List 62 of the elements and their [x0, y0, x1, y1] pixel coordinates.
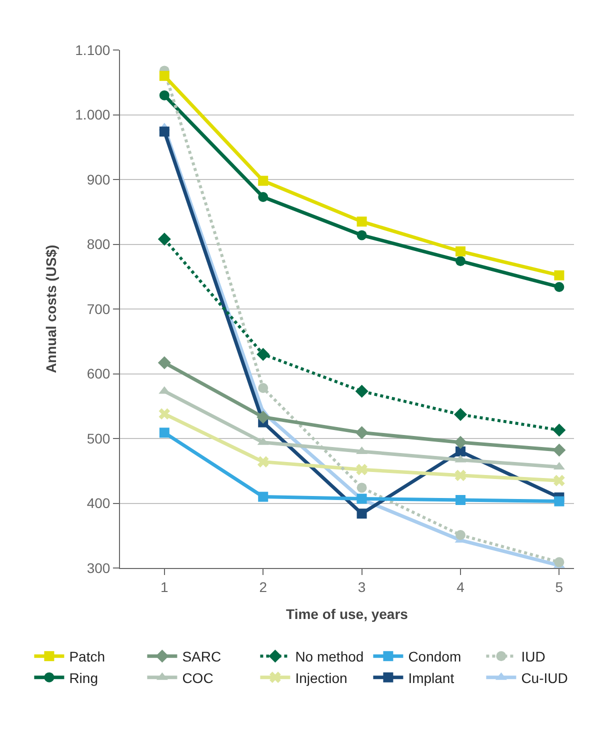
- point: [356, 508, 367, 519]
- legend-label: Implant: [408, 670, 454, 686]
- point: [257, 456, 269, 468]
- y-tick-label: 400: [86, 495, 110, 512]
- point: [158, 408, 170, 420]
- point: [356, 482, 367, 493]
- x-tick-label: 5: [555, 578, 564, 595]
- y-tick-label: 500: [86, 430, 110, 446]
- y-tick-label: 700: [86, 300, 110, 317]
- point: [158, 356, 171, 370]
- point: [552, 424, 566, 437]
- y-tick-label: 1.100: [75, 42, 110, 58]
- y-tick-label: 1.000: [75, 106, 110, 123]
- point: [356, 230, 367, 240]
- legend-label: Ring: [69, 670, 98, 686]
- legend-label: Patch: [69, 648, 106, 665]
- point: [454, 436, 467, 449]
- point: [554, 557, 564, 568]
- point: [554, 496, 564, 506]
- point: [258, 492, 268, 502]
- legend-label: SARC: [182, 648, 222, 665]
- y-tick-label: 300: [86, 560, 110, 576]
- y-tick-label: 600: [86, 366, 110, 382]
- legend-label: Injection: [295, 670, 348, 686]
- point: [158, 232, 171, 246]
- x-tick-label: 3: [358, 578, 366, 595]
- point: [356, 216, 367, 227]
- legend-label: Cu-IUD: [521, 670, 568, 686]
- point: [456, 256, 466, 266]
- point: [355, 426, 368, 440]
- point: [256, 348, 270, 361]
- y-axis-title: Annual costs (US$): [42, 244, 59, 374]
- legend-label: Condom: [408, 648, 462, 665]
- legend-label: COC: [182, 670, 214, 686]
- point: [258, 192, 268, 202]
- x-axis-title: Time of use, years: [286, 606, 408, 622]
- y-tick-label: 900: [86, 171, 110, 188]
- point: [159, 70, 170, 81]
- point: [456, 495, 466, 506]
- x-tick-label: 4: [456, 578, 465, 595]
- y-tick-label: 800: [86, 236, 110, 252]
- point: [456, 246, 466, 256]
- legend-label: IUD: [521, 648, 546, 665]
- point: [258, 176, 268, 186]
- point: [159, 428, 170, 438]
- point: [355, 384, 368, 398]
- point: [554, 474, 565, 486]
- point: [159, 90, 170, 100]
- x-tick-label: 1: [160, 578, 169, 595]
- point: [159, 126, 170, 137]
- point: [456, 530, 466, 540]
- point: [554, 282, 564, 292]
- point: [454, 408, 467, 422]
- legend-label: No method: [295, 648, 364, 665]
- x-tick-label: 2: [259, 578, 268, 595]
- point: [456, 446, 466, 456]
- point: [454, 470, 466, 482]
- point: [356, 464, 368, 476]
- point: [554, 270, 564, 280]
- point: [258, 383, 268, 393]
- point: [256, 410, 270, 424]
- point: [552, 444, 566, 457]
